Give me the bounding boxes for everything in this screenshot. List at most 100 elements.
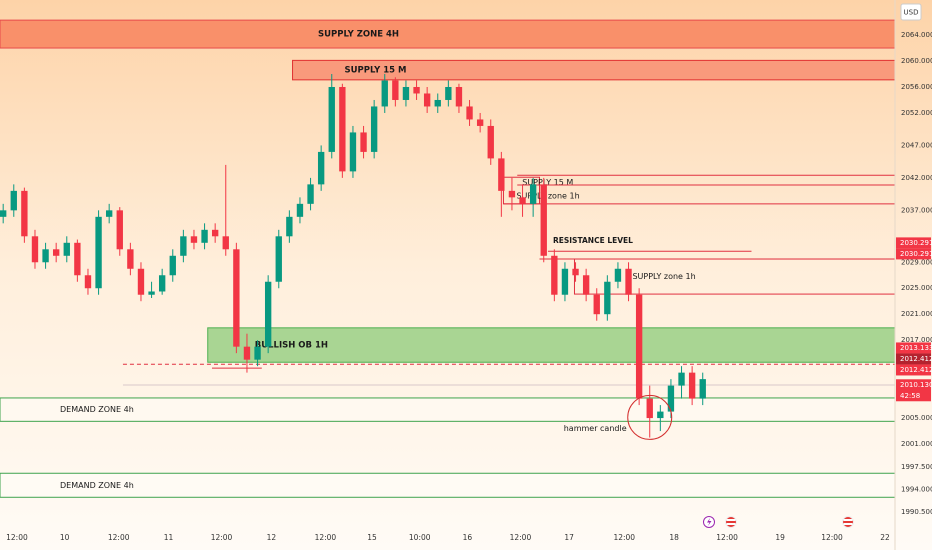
candle-body bbox=[158, 275, 166, 292]
candle-body bbox=[201, 229, 208, 243]
y-tick-label: 2060.000 bbox=[901, 57, 932, 65]
event-icon-glyph bbox=[707, 518, 712, 526]
candle-body bbox=[423, 93, 431, 107]
candle-body bbox=[551, 255, 558, 295]
candle-body bbox=[413, 86, 420, 94]
candle-body bbox=[476, 119, 484, 126]
candle-body bbox=[582, 275, 590, 295]
y-tick-label: 2042.000 bbox=[901, 174, 932, 182]
candle-body bbox=[339, 86, 346, 172]
candle-body bbox=[646, 398, 653, 419]
candle-body bbox=[180, 236, 187, 256]
candle-body bbox=[116, 210, 123, 250]
candle-body bbox=[243, 346, 251, 360]
price-tag-label: 2013.133 bbox=[900, 344, 932, 352]
candle-body bbox=[10, 190, 17, 211]
candle-body bbox=[614, 268, 622, 282]
candle-body bbox=[498, 158, 505, 191]
candle-body bbox=[445, 86, 452, 100]
price-tag bbox=[896, 342, 931, 354]
flag-stripe bbox=[726, 519, 736, 521]
x-tick-label: 10 bbox=[60, 533, 70, 542]
flag-stripe bbox=[843, 523, 853, 525]
candle-body bbox=[402, 86, 410, 100]
price-tag-label: 2012.412 bbox=[900, 366, 932, 374]
x-tick-label: 12:00 bbox=[211, 533, 233, 542]
candle-body bbox=[466, 106, 473, 120]
candle-body bbox=[635, 294, 643, 399]
x-tick-label: 15 bbox=[367, 533, 377, 542]
flag-stripe bbox=[843, 519, 853, 521]
price-tag-label: 2030.291 bbox=[900, 239, 932, 247]
candle-body bbox=[328, 86, 335, 152]
price-tag-label: 2012.412 bbox=[900, 355, 932, 363]
event-icon[interactable] bbox=[725, 516, 737, 528]
candle-body bbox=[148, 291, 155, 295]
zone bbox=[0, 397, 896, 422]
x-tick-label: 12:00 bbox=[315, 533, 337, 542]
candle-body bbox=[604, 281, 611, 315]
x-tick-label: 16 bbox=[463, 533, 473, 542]
level-label: RESISTANCE LEVEL bbox=[553, 236, 633, 245]
candle-body bbox=[688, 372, 696, 399]
x-tick-label: 12:00 bbox=[716, 533, 738, 542]
y-tick-label: 2052.000 bbox=[901, 109, 932, 117]
x-tick-label: 12:00 bbox=[510, 533, 532, 542]
currency-box[interactable] bbox=[900, 3, 922, 21]
y-tick-label: 2047.000 bbox=[901, 141, 932, 149]
x-tick-label: 11 bbox=[164, 533, 174, 542]
flag-stripe bbox=[726, 523, 736, 525]
candle-body bbox=[0, 210, 7, 217]
candle-body bbox=[264, 281, 272, 347]
level-label: SUPPLY 15 M bbox=[522, 178, 573, 187]
currency[interactable]: USD bbox=[904, 9, 919, 17]
y-tick-label: 1997.500 bbox=[901, 463, 932, 471]
candle-body bbox=[519, 197, 526, 204]
y-tick-label: 2025.000 bbox=[901, 284, 932, 292]
x-tick-label: 10:00 bbox=[409, 533, 431, 542]
candle-body bbox=[127, 249, 134, 269]
candle-body bbox=[296, 203, 304, 217]
candle-body bbox=[317, 151, 325, 185]
candle-body bbox=[74, 242, 81, 276]
x-tick-label: 17 bbox=[564, 533, 574, 542]
candle-body bbox=[95, 216, 102, 289]
event-icon[interactable] bbox=[842, 516, 854, 528]
callout-circle bbox=[627, 394, 673, 440]
candle-body bbox=[222, 236, 229, 250]
candle-body bbox=[455, 86, 463, 107]
x-tick-label: 22 bbox=[880, 533, 890, 542]
candle-body bbox=[593, 294, 600, 315]
candle-body bbox=[286, 216, 293, 237]
y-tick-label: 2056.000 bbox=[901, 83, 932, 91]
zone bbox=[0, 472, 896, 498]
zone bbox=[0, 19, 896, 49]
price-tag bbox=[896, 353, 931, 365]
candle-body bbox=[63, 242, 70, 256]
zone bbox=[207, 327, 896, 363]
event-icons bbox=[703, 516, 854, 528]
zone-label: SUPPLY zone 1h bbox=[632, 272, 695, 281]
x-tick-label: 12:00 bbox=[6, 533, 28, 542]
candle-body bbox=[137, 268, 145, 295]
candle-body bbox=[275, 236, 282, 282]
candle-body bbox=[31, 236, 39, 263]
candle-body bbox=[84, 275, 92, 289]
y-tick-label: 2021.000 bbox=[901, 310, 932, 318]
candle-body bbox=[540, 184, 547, 256]
candle-body bbox=[508, 190, 516, 198]
candle-body bbox=[434, 99, 441, 107]
candle-body bbox=[105, 210, 113, 217]
price-tag bbox=[896, 364, 931, 376]
y-tick-label: 1994.000 bbox=[901, 485, 932, 493]
candle-body bbox=[307, 184, 314, 204]
x-tick-label: 19 bbox=[775, 533, 785, 542]
candle-body bbox=[360, 132, 367, 152]
candle-body bbox=[381, 80, 388, 107]
candle-body bbox=[529, 184, 537, 204]
callout-label: hammer candle bbox=[564, 424, 627, 433]
candle-body bbox=[190, 236, 198, 243]
candle-body bbox=[42, 249, 49, 263]
